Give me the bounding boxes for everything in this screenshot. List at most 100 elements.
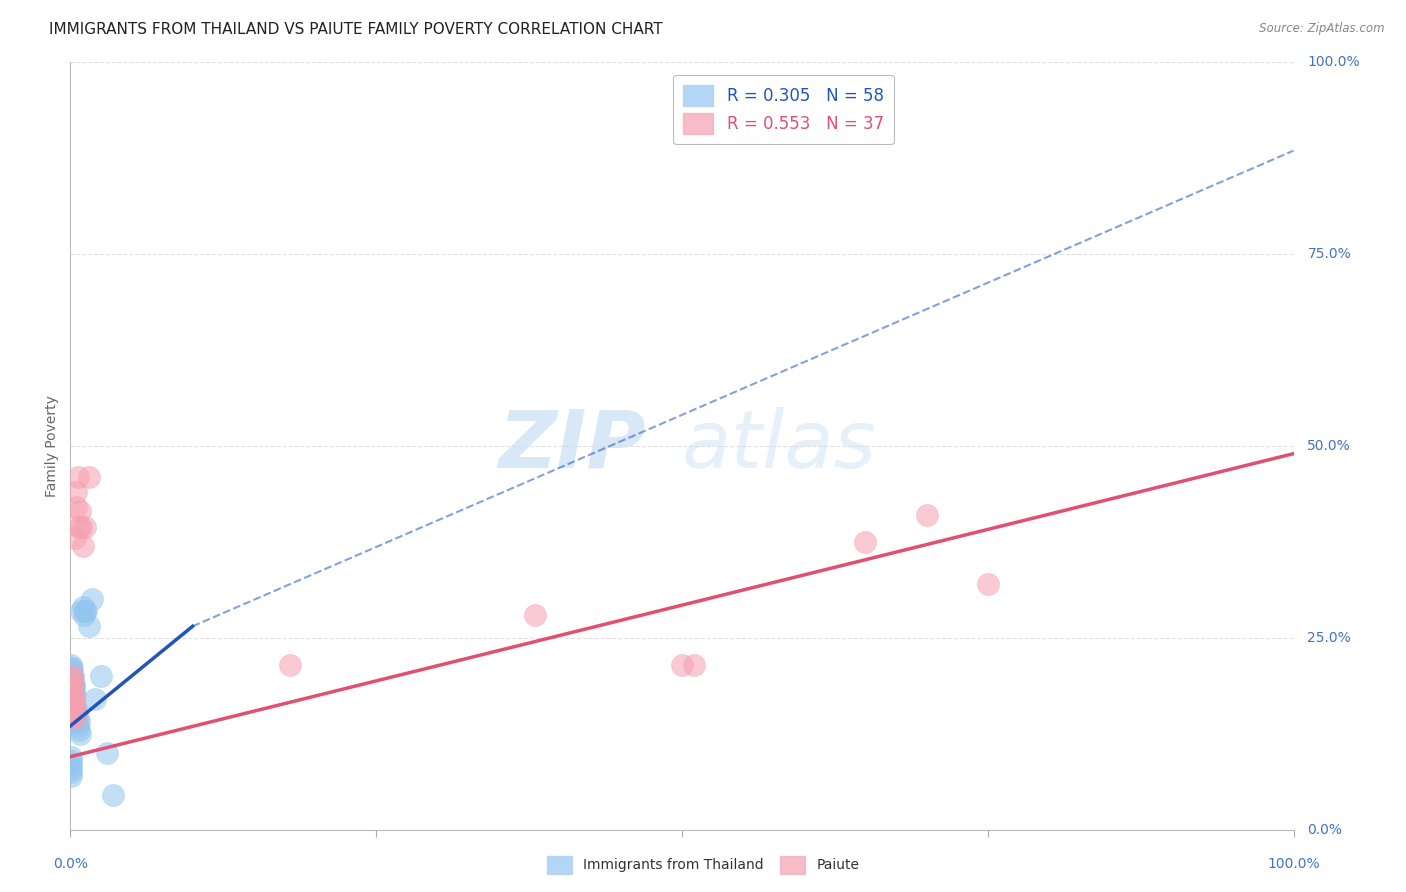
Point	[67, 719, 90, 733]
Point	[63, 689, 86, 703]
Point	[524, 607, 547, 622]
Point	[83, 692, 105, 706]
Text: ZIP: ZIP	[498, 407, 645, 485]
Point	[66, 469, 89, 483]
Point	[67, 519, 90, 533]
Point	[62, 696, 84, 710]
Point	[70, 604, 93, 618]
Point	[69, 726, 91, 740]
Point	[59, 754, 82, 768]
Legend: R = 0.305   N = 58, R = 0.553   N = 37: R = 0.305 N = 58, R = 0.553 N = 37	[673, 75, 894, 145]
Point	[62, 689, 84, 703]
Point	[60, 657, 83, 672]
Point	[60, 669, 83, 683]
Point	[59, 669, 82, 683]
Point	[63, 704, 86, 718]
Point	[65, 500, 87, 515]
Text: IMMIGRANTS FROM THAILAND VS PAIUTE FAMILY POVERTY CORRELATION CHART: IMMIGRANTS FROM THAILAND VS PAIUTE FAMIL…	[49, 22, 662, 37]
Point	[77, 469, 100, 483]
Point	[60, 696, 83, 710]
Point	[976, 577, 998, 591]
Text: 100.0%: 100.0%	[1308, 55, 1360, 70]
Point	[65, 711, 87, 725]
Text: 0.0%: 0.0%	[1308, 822, 1343, 837]
Point	[63, 704, 86, 718]
Point	[59, 704, 82, 718]
Point	[62, 669, 84, 683]
Point	[67, 715, 90, 730]
Point	[60, 677, 83, 691]
Point	[65, 707, 87, 722]
Point	[60, 677, 83, 691]
Point	[59, 749, 82, 764]
Point	[62, 677, 84, 691]
Text: 25.0%: 25.0%	[1308, 631, 1351, 645]
Point	[62, 684, 84, 698]
Point	[60, 769, 83, 783]
Point	[63, 531, 86, 545]
Point	[60, 684, 83, 698]
Point	[77, 619, 100, 633]
Point	[73, 604, 96, 618]
Point	[101, 788, 124, 802]
Point	[59, 757, 82, 772]
Point	[60, 673, 83, 687]
Point	[63, 699, 86, 714]
Point	[72, 600, 94, 615]
Point	[65, 715, 87, 730]
Point	[63, 707, 86, 722]
Point	[73, 519, 96, 533]
Point	[73, 607, 96, 622]
Point	[62, 681, 84, 695]
Point	[60, 692, 83, 706]
Point	[63, 681, 86, 695]
Point	[90, 669, 112, 683]
Point	[63, 704, 86, 718]
Point	[96, 746, 118, 760]
Point	[60, 761, 83, 775]
Point	[60, 661, 83, 675]
Point	[63, 696, 86, 710]
Point	[62, 692, 84, 706]
Point	[60, 669, 83, 683]
Point	[62, 704, 84, 718]
Point	[63, 696, 86, 710]
Point	[60, 673, 83, 687]
Point	[65, 485, 87, 500]
Point	[69, 504, 91, 518]
Point	[82, 592, 104, 607]
Point	[66, 704, 89, 718]
Point	[60, 669, 83, 683]
Point	[63, 711, 86, 725]
Text: Source: ZipAtlas.com: Source: ZipAtlas.com	[1260, 22, 1385, 36]
Point	[75, 604, 97, 618]
Point	[66, 711, 89, 725]
Point	[62, 699, 84, 714]
Point	[60, 711, 83, 725]
Point	[60, 689, 83, 703]
Point	[60, 765, 83, 780]
Point	[60, 681, 83, 695]
Point	[60, 661, 83, 675]
Point	[60, 677, 83, 691]
Legend: Immigrants from Thailand, Paiute: Immigrants from Thailand, Paiute	[540, 849, 866, 880]
Point	[60, 689, 83, 703]
Point	[60, 665, 83, 680]
Point	[62, 689, 84, 703]
Point	[683, 657, 706, 672]
Point	[70, 519, 93, 533]
Point	[60, 681, 83, 695]
Point	[62, 692, 84, 706]
Y-axis label: Family Poverty: Family Poverty	[45, 395, 59, 497]
Point	[60, 673, 83, 687]
Text: 100.0%: 100.0%	[1267, 857, 1320, 871]
Text: atlas: atlas	[682, 407, 877, 485]
Point	[60, 669, 83, 683]
Point	[60, 681, 83, 695]
Point	[60, 707, 83, 722]
Point	[62, 699, 84, 714]
Text: 50.0%: 50.0%	[1308, 439, 1351, 453]
Point	[59, 692, 82, 706]
Point	[280, 657, 302, 672]
Point	[62, 681, 84, 695]
